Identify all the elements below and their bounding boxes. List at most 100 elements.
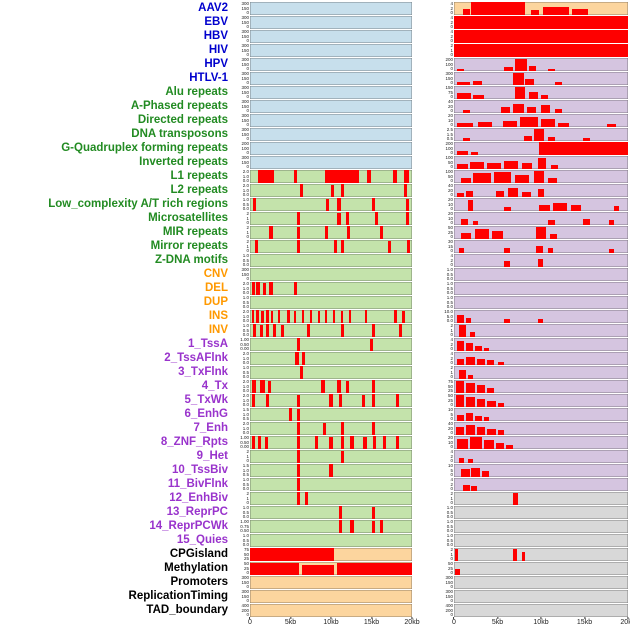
data-bar <box>541 95 548 99</box>
y-tick-label: 0 <box>246 94 249 99</box>
data-bar <box>280 324 284 337</box>
y-tick-label: 2 <box>450 5 453 11</box>
y-tick-label: 0.0 <box>242 402 249 407</box>
y-tick-label: 1.0 <box>242 533 249 538</box>
y-axis-ticks: 10 5 0 <box>412 463 454 477</box>
track-row-htlv-1: HTLV-1 300 150 0 300 150 0 <box>0 71 628 85</box>
track-label: 8_ZNF_Rpts <box>160 436 228 448</box>
data-bar <box>339 520 343 533</box>
y-tick-label: 4 <box>450 1 453 6</box>
track-panel-mid <box>250 464 412 477</box>
data-bar <box>340 240 344 253</box>
y-tick-label: 0.5 <box>242 327 249 333</box>
data-bar <box>460 469 470 477</box>
data-bar <box>504 161 519 169</box>
data-bar <box>487 360 494 365</box>
track-label: ReplicationTiming <box>128 590 228 602</box>
y-tick-label: 0.5 <box>446 285 453 291</box>
y-tick-label: 0 <box>450 10 453 15</box>
y-tick-label: 0 <box>450 374 453 379</box>
track-panel-mid <box>250 604 412 617</box>
y-tick-label: 2 <box>246 491 249 496</box>
track-label: L1 repeats <box>170 170 228 182</box>
data-bar <box>454 44 628 57</box>
y-tick-label: 0 <box>246 598 249 603</box>
y-tick-label: 150 <box>241 5 249 11</box>
y-axis-ticks: 40 20 0 <box>412 421 454 435</box>
data-bar <box>539 142 628 155</box>
y-tick-label: 1.5 <box>446 131 453 137</box>
y-axis-ticks: 300 150 0 <box>232 29 250 43</box>
y-tick-label: 2 <box>450 19 453 25</box>
y-tick-label: 300 <box>445 575 453 580</box>
y-axis-ticks: 1.00 0.50 0.00 <box>232 337 250 351</box>
track-panel-mid <box>250 310 412 323</box>
track-row-mir-repeats: MIR repeats 2 1 0 50 25 0 <box>0 225 628 239</box>
data-bar <box>614 205 620 211</box>
y-axis-ticks: 300 150 0 <box>232 155 250 169</box>
y-tick-label: 0 <box>450 402 453 407</box>
y-tick-label: 1.0 <box>446 295 453 300</box>
data-bar <box>500 106 510 113</box>
data-bar <box>251 394 255 407</box>
x-tick-label: 20kb <box>404 619 420 626</box>
y-axis-ticks: 300 150 0 <box>412 589 454 603</box>
track-panel-right <box>454 506 628 519</box>
track-label: AAV2 <box>198 2 228 14</box>
data-bar <box>371 198 375 211</box>
y-axis-ticks: 1.0 0.5 0.0 <box>412 281 454 295</box>
data-bar <box>542 7 569 15</box>
track-panel-mid <box>250 30 412 43</box>
data-bar <box>287 310 290 323</box>
y-tick-label: 2.0 <box>242 183 249 188</box>
data-bar <box>476 358 486 365</box>
data-bar <box>582 218 590 225</box>
y-tick-label: 0.0 <box>242 206 249 211</box>
data-bar <box>300 366 304 379</box>
track-panel-mid <box>250 590 412 603</box>
x-tick-label: 10kb <box>323 619 339 626</box>
y-tick-label: 300 <box>241 99 249 104</box>
y-axis-ticks: 100 50 0 <box>412 155 454 169</box>
track-panel-mid <box>250 156 412 169</box>
y-tick-label: 300 <box>241 127 249 132</box>
y-tick-label: 150 <box>445 579 453 585</box>
y-tick-label: 300 <box>241 575 249 580</box>
y-tick-label: 150 <box>241 89 249 95</box>
y-tick-label: 0 <box>246 584 249 589</box>
track-panel-mid <box>250 114 412 127</box>
data-bar <box>296 394 301 407</box>
track-panel-mid <box>250 100 412 113</box>
track-panel-right <box>454 296 628 309</box>
data-bar <box>521 191 531 197</box>
data-bar <box>250 548 335 561</box>
track-panel-mid <box>250 198 412 211</box>
data-bar <box>487 428 496 435</box>
track-row-9-het: 9_Het 2 1 0 4 2 0 <box>0 449 628 463</box>
y-tick-label: 2 <box>450 323 453 328</box>
track-panel-right <box>454 450 628 463</box>
y-tick-label: 100 <box>445 61 453 67</box>
data-bar <box>271 310 274 323</box>
y-tick-label: 150 <box>241 271 249 277</box>
track-label: 1_TssA <box>187 338 228 350</box>
y-tick-label: 1.0 <box>242 295 249 300</box>
y-tick-label: 300 <box>241 57 249 62</box>
track-panel-right <box>454 464 628 477</box>
y-axis-ticks: 300 150 0 <box>232 15 250 29</box>
track-row-del: DEL 2.0 1.0 0.0 1.0 0.5 0.0 <box>0 281 628 295</box>
track-label: 10_TssBiv <box>171 464 228 476</box>
y-tick-label: 0 <box>246 234 249 239</box>
data-bar <box>340 184 344 197</box>
track-panel-right <box>454 254 628 267</box>
y-tick-label: 2.5 <box>446 127 453 132</box>
data-bar <box>478 121 493 127</box>
data-bar <box>309 310 313 323</box>
y-axis-ticks: 400 200 0 <box>232 603 250 617</box>
y-tick-label: 0 <box>450 108 453 113</box>
y-axis-ticks: 2.0 1.0 0.0 <box>232 169 250 183</box>
y-tick-label: 2 <box>450 257 453 263</box>
